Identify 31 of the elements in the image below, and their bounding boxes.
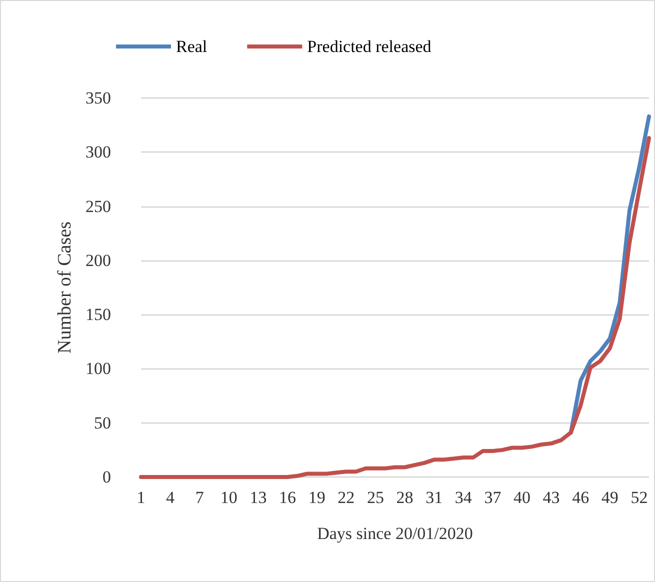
x-tick-label: 49 [601,488,618,507]
y-axis-title: Number of Cases [54,222,76,354]
x-tick-label: 22 [338,488,355,507]
x-tick-label: 52 [630,488,648,507]
x-tick-label: 28 [396,488,414,507]
x-tick-label: 46 [572,488,590,507]
y-tick-label: 250 [86,196,111,216]
y-tick-label: 350 [86,88,111,108]
x-tick-label: 43 [542,488,560,507]
x-tick-label: 40 [514,488,530,507]
x-tick-label: 34 [454,488,472,507]
x-tick-label: 25 [366,488,384,507]
x-tick-label: 4 [166,488,176,507]
line-series [139,136,651,479]
y-tick-label: 200 [86,250,111,270]
y-tick-label: 100 [86,359,111,378]
x-tick-label: 16 [279,488,296,507]
y-tick-label: 0 [102,468,111,486]
y-tick-label: 300 [86,142,111,162]
x-tick-label: 13 [250,488,267,507]
legend-label: Real [176,37,208,56]
y-tick-label: 50 [94,413,111,432]
x-axis-title: Days since 20/01/2020 [317,524,473,543]
x-tick-label: 10 [220,488,238,507]
x-tick-label: 31 [426,488,443,507]
y-tick-label: 150 [86,305,111,324]
x-tick-label: 1 [136,488,146,507]
x-tick-label: 7 [195,488,204,507]
x-tick-label: 19 [308,488,326,507]
legend-label: Predicted released [307,37,432,56]
x-tick-label: 37 [484,488,502,507]
